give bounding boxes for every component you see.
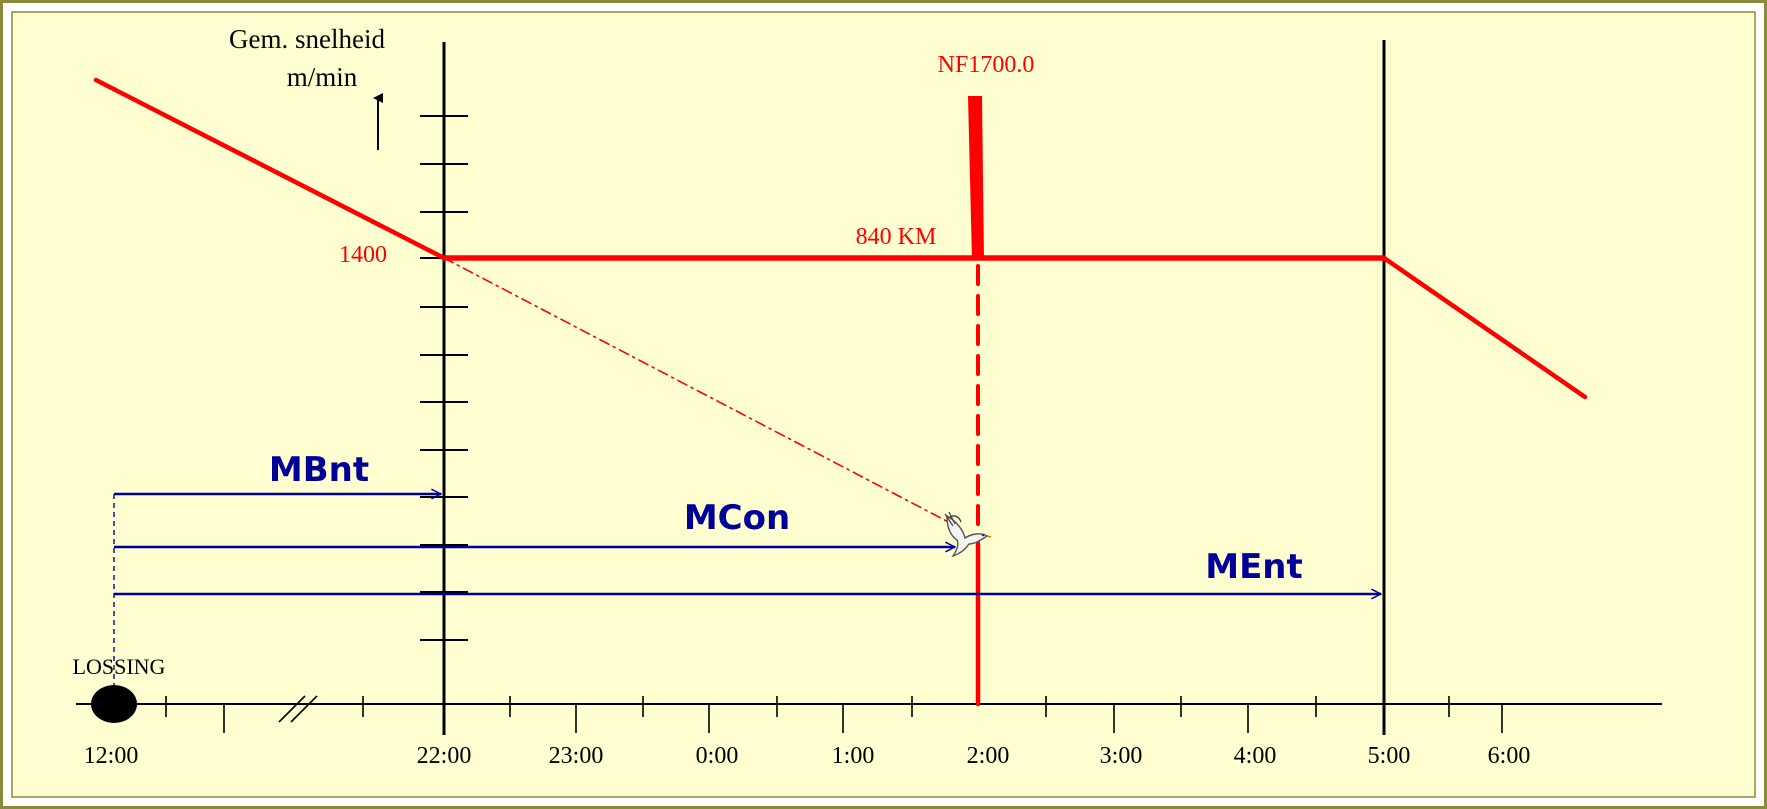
time-label: 2:00 <box>967 743 1010 769</box>
axis-break-marks <box>278 695 318 723</box>
release-marker-ellipse <box>91 685 137 723</box>
mbnt-label: MBnt <box>269 450 369 490</box>
speed-profile <box>93 77 1588 707</box>
mcon-label: MCon <box>684 498 790 538</box>
time-label: 22:00 <box>417 743 472 769</box>
release-label: LOSSING <box>73 654 166 679</box>
speed-decline-right <box>1381 255 1588 400</box>
nf-marker-bar <box>968 96 984 260</box>
projection-dashdot-line <box>443 257 959 528</box>
time-label: 3:00 <box>1100 743 1143 769</box>
flight-arrows <box>113 494 1381 700</box>
x-axis-ticks <box>165 696 1503 733</box>
pigeon-icon <box>944 511 992 558</box>
time-label: 5:00 <box>1368 743 1411 769</box>
time-label: 1:00 <box>832 743 875 769</box>
diagram-panel <box>11 11 1756 798</box>
km-label: 840 KM <box>856 224 937 250</box>
ment-label: MEnt <box>1205 547 1303 587</box>
time-label: 0:00 <box>696 743 739 769</box>
time-labels: 12:00 22:00 23:00 0:00 1:00 2:00 3:00 4:… <box>84 743 1531 769</box>
time-label: 23:00 <box>549 743 604 769</box>
speed-decline-left <box>93 77 447 261</box>
speed-value-label: 1400 <box>339 242 387 268</box>
time-label: 12:00 <box>84 743 139 769</box>
time-label: 6:00 <box>1488 743 1531 769</box>
y-axis-label-line2: m/min <box>287 62 358 92</box>
nf-label: NF1700.0 <box>938 52 1035 78</box>
time-label: 4:00 <box>1234 743 1277 769</box>
y-axis-label-line1: Gem. snelheid <box>229 24 385 54</box>
